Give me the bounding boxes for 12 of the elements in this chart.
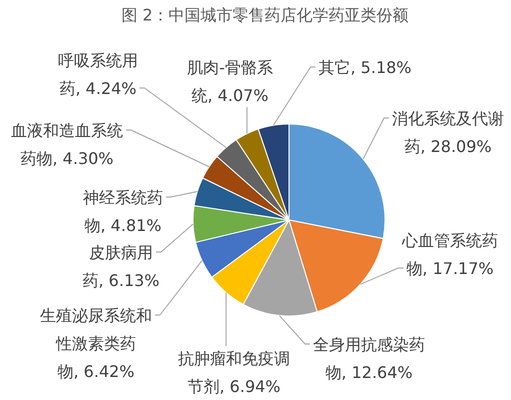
slice-label: 生殖泌尿系统和性激素类药物, 6.42%: [40, 306, 152, 380]
slice-label: 皮肤病用药, 6.13%: [82, 242, 160, 290]
slice-label: 抗肿瘤和免疫调节剂, 6.94%: [178, 348, 290, 396]
slice-label: 肌肉-骨骼系统, 4.07%: [187, 58, 273, 104]
slice-label: 其它, 5.18%: [318, 58, 412, 76]
slice-label: 消化系统及代谢药, 28.09%: [392, 108, 504, 156]
chart-title: 图 2：中国城市零售药店化学药亚类份额: [121, 6, 409, 24]
slice-label: 全身用抗感染药物, 12.64%: [313, 334, 425, 382]
slice-label: 心血管系统药物, 17.17%: [401, 230, 498, 278]
slice-label: 血液和造血系统药物, 4.30%: [11, 120, 123, 168]
slice-label: 呼吸系统用药, 4.24%: [58, 50, 138, 98]
slice-label: 神经系统药物, 4.81%: [83, 188, 163, 234]
